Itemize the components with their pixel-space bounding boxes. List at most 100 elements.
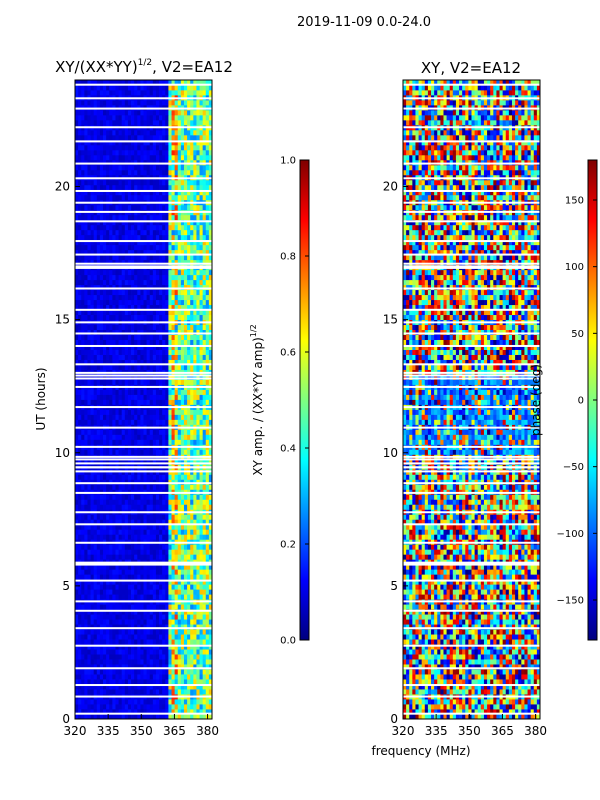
heatmap-cell xyxy=(137,359,141,365)
heatmap-cell xyxy=(174,374,179,380)
heatmap-cell xyxy=(84,659,88,665)
heatmap-cell xyxy=(152,299,157,306)
heatmap-cell xyxy=(134,589,138,595)
heatmap-cell xyxy=(78,629,82,635)
heatmap-cell xyxy=(162,359,166,365)
heatmap-cell xyxy=(109,389,113,395)
heatmap-cell xyxy=(81,434,85,440)
heatmap-cell xyxy=(180,669,185,675)
heatmap-cell xyxy=(165,654,169,660)
heatmap-cell xyxy=(187,374,191,380)
heatmap-cell xyxy=(149,419,154,425)
heatmap-cell xyxy=(115,534,119,540)
heatmap-cell xyxy=(118,314,123,321)
heatmap-cell xyxy=(171,699,176,705)
heatmap-cell xyxy=(159,634,163,640)
heatmap-cell xyxy=(199,344,204,350)
heatmap-cell xyxy=(112,459,116,465)
heatmap-cell xyxy=(75,704,79,710)
heatmap-cell xyxy=(190,689,194,695)
heatmap-cell xyxy=(171,659,176,665)
heatmap-cell xyxy=(78,504,82,510)
heatmap-cell xyxy=(143,574,148,580)
heatmap-cell xyxy=(99,529,104,535)
heatmap-cell xyxy=(183,579,188,585)
heatmap-cell xyxy=(109,429,113,435)
heatmap-cell xyxy=(96,659,101,665)
heatmap-cell xyxy=(190,329,194,335)
heatmap-cell xyxy=(99,594,104,600)
heatmap-cell xyxy=(149,624,154,630)
heatmap-cell xyxy=(99,504,104,510)
heatmap-cell xyxy=(168,529,172,535)
heatmap-cell xyxy=(118,419,123,425)
heatmap-cell xyxy=(183,254,188,261)
heatmap-cell xyxy=(165,304,169,311)
heatmap-cell xyxy=(165,194,169,201)
heatmap-cell xyxy=(152,314,157,321)
heatmap-cell xyxy=(106,574,110,580)
heatmap-cell xyxy=(180,679,185,685)
heatmap-cell xyxy=(96,654,101,660)
heatmap-cell xyxy=(183,449,188,455)
heatmap-cell xyxy=(171,194,176,201)
heatmap-cell xyxy=(146,394,151,400)
heatmap-cell xyxy=(124,149,129,156)
heatmap-cell xyxy=(205,549,210,555)
heatmap-cell xyxy=(87,339,91,345)
heatmap-cell xyxy=(165,459,169,465)
heatmap-cell xyxy=(143,649,148,655)
heatmap-cell xyxy=(202,329,207,335)
heatmap-cell xyxy=(187,274,191,281)
heatmap-cell xyxy=(162,274,166,281)
heatmap-cell xyxy=(162,704,166,710)
heatmap-cell xyxy=(159,459,163,465)
heatmap-cell xyxy=(131,234,135,241)
heatmap-cell xyxy=(205,259,210,266)
heatmap-cell xyxy=(155,714,160,720)
heatmap-cell xyxy=(131,279,135,286)
heatmap-cell xyxy=(146,604,151,610)
heatmap-cell xyxy=(118,229,123,236)
heatmap-cell xyxy=(75,554,79,560)
heatmap-cell xyxy=(75,364,79,370)
heatmap-cell xyxy=(121,439,126,445)
heatmap-cell xyxy=(162,429,166,435)
heatmap-cell xyxy=(81,429,85,435)
heatmap-cell xyxy=(183,514,188,520)
heatmap-cell xyxy=(78,234,82,241)
heatmap-cell xyxy=(199,479,204,485)
heatmap-cell xyxy=(87,154,91,161)
heatmap-cell xyxy=(196,594,200,600)
heatmap-cell xyxy=(127,474,132,480)
heatmap-cell xyxy=(152,459,157,465)
heatmap-cell xyxy=(152,699,157,705)
heatmap-cell xyxy=(99,304,104,311)
heatmap-cell xyxy=(81,294,85,301)
heatmap-cell xyxy=(109,254,113,261)
heatmap-cell xyxy=(75,304,79,311)
heatmap-cell xyxy=(196,224,200,231)
heatmap-cell xyxy=(134,679,138,685)
heatmap-cell xyxy=(112,414,116,420)
heatmap-cell xyxy=(115,634,119,640)
heatmap-cell xyxy=(183,169,188,176)
heatmap-cell xyxy=(193,534,197,540)
heatmap-cell xyxy=(90,414,95,420)
heatmap-cell xyxy=(93,584,98,590)
heatmap-cell xyxy=(112,249,116,256)
heatmap-cell xyxy=(155,414,160,420)
heatmap-cell xyxy=(81,229,85,236)
heatmap-cell xyxy=(165,584,169,590)
heatmap-cell xyxy=(149,479,154,485)
heatmap-cell xyxy=(127,704,132,710)
heatmap-cell xyxy=(149,304,154,311)
heatmap-cell xyxy=(137,214,141,221)
heatmap-cell xyxy=(118,169,123,176)
heatmap-cell xyxy=(140,399,144,405)
heatmap-cell xyxy=(90,504,95,510)
heatmap-cell xyxy=(208,294,213,301)
heatmap-cell xyxy=(162,604,166,610)
heatmap-cell xyxy=(81,474,85,480)
heatmap-cell xyxy=(152,359,157,365)
